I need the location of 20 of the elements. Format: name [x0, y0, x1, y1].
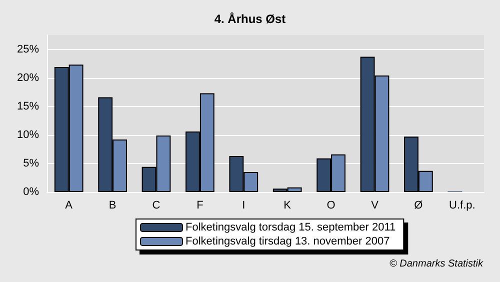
x-tick-label: F [196, 200, 204, 212]
y-tick-label: 20% [16, 72, 40, 84]
x-tick-label: B [108, 200, 116, 212]
y-tick-label: 15% [16, 100, 40, 112]
x-tick-label: O [326, 200, 336, 212]
x-tick-label: Ø [414, 200, 424, 212]
x-tick-label: I [242, 200, 246, 212]
y-tick-label: 5% [23, 157, 40, 170]
x-tick-label: V [371, 200, 380, 212]
text: © Danmarks Statistik [390, 258, 484, 270]
legend-label: Folketingsvalg tirsdag 13. november 2007 [186, 236, 390, 248]
y-tick-label: 25% [16, 43, 40, 56]
legend-label: Folketingsvalg torsdag 15. september 2011 [186, 222, 396, 234]
x-tick-label: C [152, 200, 160, 212]
y-tick-label: 10% [16, 128, 40, 141]
y-tick-label: 0% [23, 186, 40, 198]
x-tick-label: K [284, 200, 292, 212]
x-tick-label: U.f.p. [449, 200, 476, 212]
chart-title: 4. Århus Øst [214, 12, 286, 26]
x-tick-label: A [65, 200, 74, 212]
